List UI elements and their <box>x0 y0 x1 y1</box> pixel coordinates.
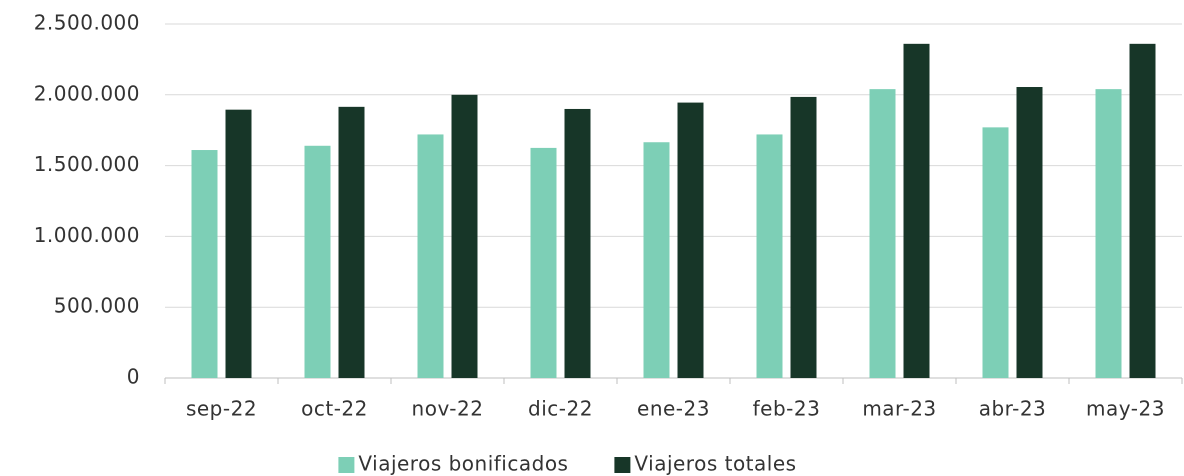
legend-label: Viajeros bonificados <box>358 452 568 476</box>
bar <box>677 102 704 378</box>
bar <box>903 43 930 378</box>
y-tick-label: 1.000.000 <box>34 223 140 247</box>
x-tick-label: may-23 <box>1086 397 1165 421</box>
bar <box>530 147 557 378</box>
x-tick-label: abr-23 <box>979 397 1047 421</box>
y-tick-label: 500.000 <box>54 294 140 318</box>
legend-swatch <box>614 457 631 473</box>
bar <box>790 96 817 378</box>
y-tick-label: 0 <box>127 365 140 389</box>
bar <box>1016 87 1043 379</box>
y-tick-label: 2.000.000 <box>34 81 140 105</box>
x-tick-label: nov-22 <box>412 397 484 421</box>
bar <box>338 106 365 378</box>
legend-label: Viajeros totales <box>634 452 796 476</box>
bar <box>1129 43 1156 378</box>
bar <box>417 134 444 378</box>
bar <box>643 142 670 378</box>
legend-swatch <box>338 457 355 473</box>
x-tick-label: dic-22 <box>528 397 593 421</box>
y-tick-label: 2.500.000 <box>34 11 140 35</box>
bar <box>564 108 591 379</box>
bar <box>982 127 1009 378</box>
bar <box>191 150 218 378</box>
x-tick-label: sep-22 <box>186 397 257 421</box>
y-tick-label: 1.500.000 <box>34 152 140 176</box>
x-tick-label: ene-23 <box>637 397 710 421</box>
x-tick-label: oct-22 <box>301 397 368 421</box>
bar <box>1095 89 1122 379</box>
bar <box>304 145 331 378</box>
bar <box>451 94 478 379</box>
bar <box>869 89 896 379</box>
bar <box>756 134 783 378</box>
x-tick-label: feb-23 <box>753 397 821 421</box>
x-tick-label: mar-23 <box>862 397 936 421</box>
bar <box>225 109 252 378</box>
